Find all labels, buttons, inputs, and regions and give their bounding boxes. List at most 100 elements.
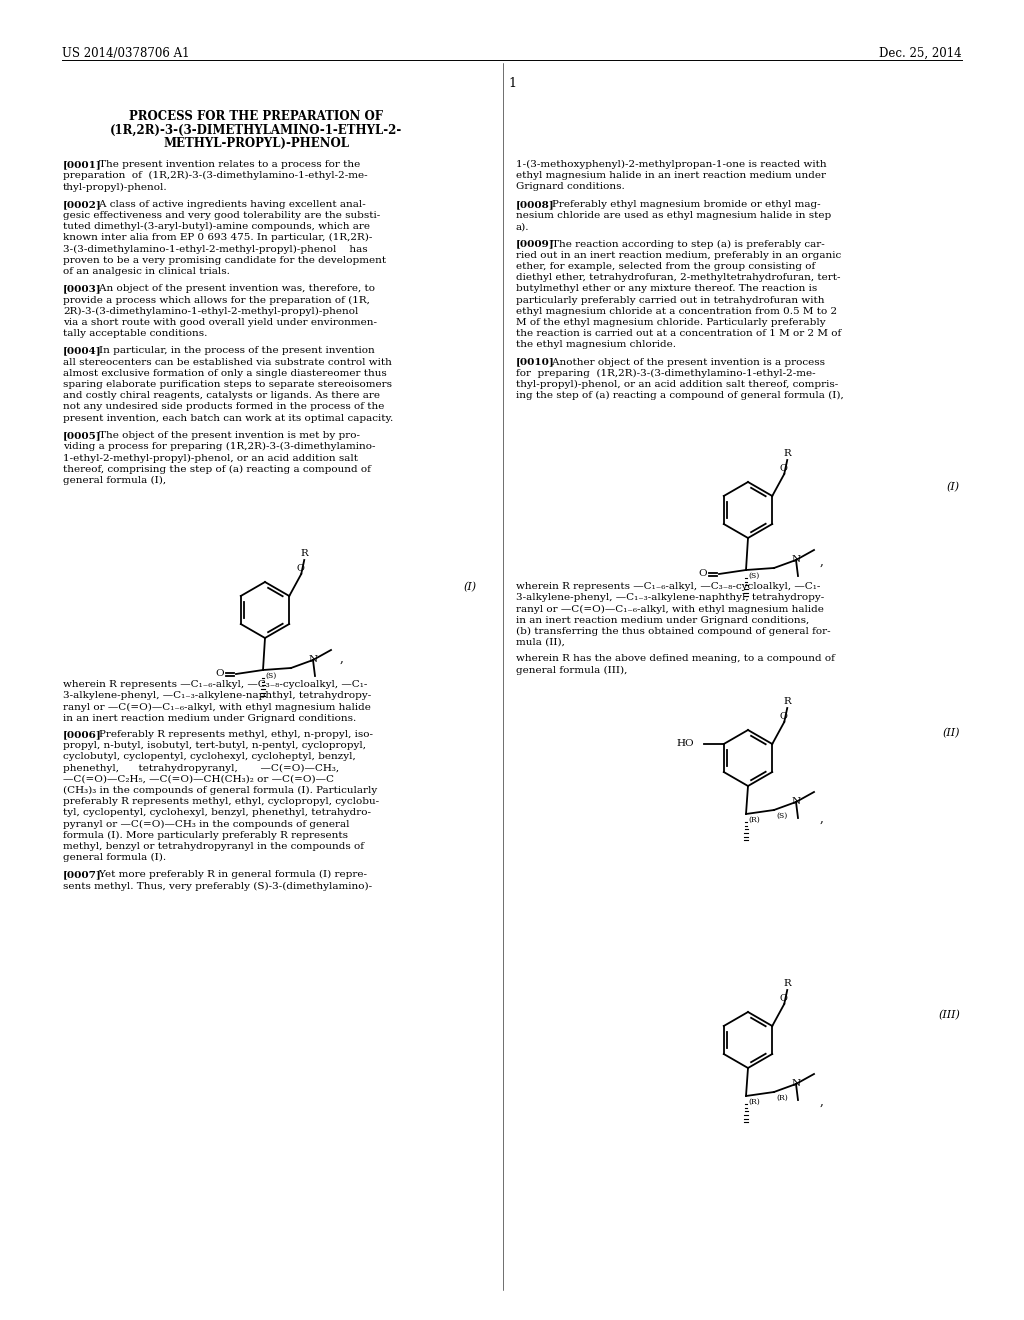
Text: ried out in an inert reaction medium, preferably in an organic: ried out in an inert reaction medium, pr… — [516, 251, 842, 260]
Text: wherein R represents —C₁₋₆-alkyl, —C₃₋₈-cycloalkyl, —C₁-: wherein R represents —C₁₋₆-alkyl, —C₃₋₈-… — [63, 680, 368, 689]
Text: The reaction according to step (a) is preferably car-: The reaction according to step (a) is pr… — [539, 239, 824, 248]
Text: methyl, benzyl or tetrahydropyranyl in the compounds of: methyl, benzyl or tetrahydropyranyl in t… — [63, 842, 364, 851]
Text: R: R — [300, 549, 308, 558]
Text: (S): (S) — [776, 812, 787, 820]
Text: R: R — [783, 697, 792, 706]
Text: Preferably ethyl magnesium bromide or ethyl mag-: Preferably ethyl magnesium bromide or et… — [539, 199, 820, 209]
Text: viding a process for preparing (1R,2R)-3-(3-dimethylamino-: viding a process for preparing (1R,2R)-3… — [63, 442, 376, 451]
Text: mula (II),: mula (II), — [516, 638, 565, 647]
Text: ing the step of (a) reacting a compound of general formula (I),: ing the step of (a) reacting a compound … — [516, 391, 844, 400]
Text: of an analgesic in clinical trials.: of an analgesic in clinical trials. — [63, 267, 229, 276]
Text: pyranyl or —C(=O)—CH₃ in the compounds of general: pyranyl or —C(=O)—CH₃ in the compounds o… — [63, 820, 349, 829]
Text: (R): (R) — [748, 816, 760, 824]
Text: (R): (R) — [776, 1094, 787, 1102]
Text: (I): (I) — [464, 582, 477, 593]
Text: Yet more preferably R in general formula (I) repre-: Yet more preferably R in general formula… — [86, 870, 367, 879]
Text: general formula (I).: general formula (I). — [63, 853, 166, 862]
Text: PROCESS FOR THE PREPARATION OF: PROCESS FOR THE PREPARATION OF — [129, 110, 383, 123]
Text: An object of the present invention was, therefore, to: An object of the present invention was, … — [86, 284, 375, 293]
Text: ,: , — [820, 812, 824, 825]
Text: ether, for example, selected from the group consisting of: ether, for example, selected from the gr… — [516, 261, 815, 271]
Text: 3-(3-dimethylamino-1-ethyl-2-methyl-propyl)-phenol    has: 3-(3-dimethylamino-1-ethyl-2-methyl-prop… — [63, 244, 368, 253]
Text: (S): (S) — [265, 672, 276, 680]
Text: a).: a). — [516, 222, 529, 231]
Text: A class of active ingredients having excellent anal-: A class of active ingredients having exc… — [86, 199, 366, 209]
Text: [0001]: [0001] — [63, 160, 101, 169]
Text: tuted dimethyl-(3-aryl-butyl)-amine compounds, which are: tuted dimethyl-(3-aryl-butyl)-amine comp… — [63, 222, 370, 231]
Text: 1-ethyl-2-methyl-propyl)-phenol, or an acid addition salt: 1-ethyl-2-methyl-propyl)-phenol, or an a… — [63, 454, 358, 462]
Text: 1: 1 — [508, 77, 516, 90]
Text: (II): (II) — [942, 729, 961, 738]
Text: tyl, cyclopentyl, cyclohexyl, benzyl, phenethyl, tetrahydro-: tyl, cyclopentyl, cyclohexyl, benzyl, ph… — [63, 808, 371, 817]
Text: M of the ethyl magnesium chloride. Particularly preferably: M of the ethyl magnesium chloride. Parti… — [516, 318, 825, 327]
Text: [0006]: [0006] — [63, 730, 101, 739]
Text: nesium chloride are used as ethyl magnesium halide in step: nesium chloride are used as ethyl magnes… — [516, 211, 831, 220]
Text: general formula (III),: general formula (III), — [516, 665, 628, 675]
Text: general formula (I),: general formula (I), — [63, 475, 166, 484]
Text: N: N — [792, 1080, 801, 1089]
Text: not any undesired side products formed in the process of the: not any undesired side products formed i… — [63, 403, 384, 412]
Text: ,: , — [820, 554, 824, 568]
Text: R: R — [783, 449, 792, 458]
Text: 1-(3-methoxyphenyl)-2-methylpropan-1-one is reacted with: 1-(3-methoxyphenyl)-2-methylpropan-1-one… — [516, 160, 826, 169]
Text: ranyl or —C(=O)—C₁₋₆-alkyl, with ethyl magnesium halide: ranyl or —C(=O)—C₁₋₆-alkyl, with ethyl m… — [63, 702, 371, 711]
Text: ,: , — [820, 1096, 824, 1107]
Text: [0010]: [0010] — [516, 358, 555, 367]
Text: the ethyl magnesium chloride.: the ethyl magnesium chloride. — [516, 341, 676, 350]
Text: [0005]: [0005] — [63, 432, 101, 440]
Text: 3-alkylene-phenyl, —C₁₋₃-alkylene-naphthyl, tetrahydropy-: 3-alkylene-phenyl, —C₁₋₃-alkylene-naphth… — [63, 692, 372, 700]
Text: R: R — [783, 979, 792, 987]
Text: METHYL-PROPYL)-PHENOL: METHYL-PROPYL)-PHENOL — [163, 137, 349, 150]
Text: formula (I). More particularly preferably R represents: formula (I). More particularly preferabl… — [63, 830, 348, 840]
Text: Dec. 25, 2014: Dec. 25, 2014 — [880, 48, 962, 59]
Text: in an inert reaction medium under Grignard conditions.: in an inert reaction medium under Grigna… — [63, 714, 356, 722]
Text: The object of the present invention is met by pro-: The object of the present invention is m… — [86, 432, 359, 440]
Text: 2R)-3-(3-dimethylamino-1-ethyl-2-methyl-propyl)-phenol: 2R)-3-(3-dimethylamino-1-ethyl-2-methyl-… — [63, 306, 358, 315]
Text: sents methyl. Thus, very preferably (S)-3-(dimethylamino)-: sents methyl. Thus, very preferably (S)-… — [63, 882, 372, 891]
Text: HO: HO — [676, 739, 693, 748]
Text: ,: , — [340, 652, 344, 665]
Text: propyl, n-butyl, isobutyl, tert-butyl, n-pentyl, cyclopropyl,: propyl, n-butyl, isobutyl, tert-butyl, n… — [63, 741, 366, 750]
Text: [0002]: [0002] — [63, 199, 101, 209]
Text: sparing elaborate purification steps to separate stereoisomers: sparing elaborate purification steps to … — [63, 380, 392, 389]
Text: (b) transferring the thus obtained compound of general for-: (b) transferring the thus obtained compo… — [516, 627, 830, 636]
Text: proven to be a very promising candidate for the development: proven to be a very promising candidate … — [63, 256, 386, 265]
Text: present invention, each batch can work at its optimal capacity.: present invention, each batch can work a… — [63, 413, 393, 422]
Text: provide a process which allows for the preparation of (1R,: provide a process which allows for the p… — [63, 296, 370, 305]
Text: N: N — [308, 656, 317, 664]
Text: [0009]: [0009] — [516, 239, 555, 248]
Text: phenethyl,      tetrahydropyranyl,       —C(=O)—CH₃,: phenethyl, tetrahydropyranyl, —C(=O)—CH₃… — [63, 763, 339, 772]
Text: for  preparing  (1R,2R)-3-(3-dimethylamino-1-ethyl-2-me-: for preparing (1R,2R)-3-(3-dimethylamino… — [516, 368, 816, 378]
Text: (S): (S) — [748, 572, 759, 579]
Text: tally acceptable conditions.: tally acceptable conditions. — [63, 329, 208, 338]
Text: thyl-propyl)-phenol, or an acid addition salt thereof, compris-: thyl-propyl)-phenol, or an acid addition… — [516, 380, 839, 389]
Text: O: O — [698, 569, 708, 578]
Text: O: O — [779, 994, 787, 1003]
Text: known inter alia from EP 0 693 475. In particular, (1R,2R)-: known inter alia from EP 0 693 475. In p… — [63, 234, 373, 243]
Text: [0003]: [0003] — [63, 284, 101, 293]
Text: (CH₃)₃ in the compounds of general formula (I). Particularly: (CH₃)₃ in the compounds of general formu… — [63, 785, 377, 795]
Text: gesic effectiveness and very good tolerability are the substi-: gesic effectiveness and very good tolera… — [63, 211, 380, 220]
Text: ethyl magnesium halide in an inert reaction medium under: ethyl magnesium halide in an inert react… — [516, 172, 826, 181]
Text: (III): (III) — [938, 1010, 961, 1020]
Text: O: O — [296, 564, 304, 573]
Text: 3-alkylene-phenyl, —C₁₋₃-alkylene-naphthyl, tetrahydropy-: 3-alkylene-phenyl, —C₁₋₃-alkylene-naphth… — [516, 593, 824, 602]
Text: N: N — [792, 556, 801, 565]
Text: preferably R represents methyl, ethyl, cyclopropyl, cyclobu-: preferably R represents methyl, ethyl, c… — [63, 797, 379, 807]
Text: almost exclusive formation of only a single diastereomer thus: almost exclusive formation of only a sin… — [63, 368, 387, 378]
Text: butylmethyl ether or any mixture thereof. The reaction is: butylmethyl ether or any mixture thereof… — [516, 284, 817, 293]
Text: (1R,2R)-3-(3-DIMETHYLAMINO-1-ETHYL-2-: (1R,2R)-3-(3-DIMETHYLAMINO-1-ETHYL-2- — [110, 124, 402, 136]
Text: via a short route with good overall yield under environmen-: via a short route with good overall yiel… — [63, 318, 377, 327]
Text: particularly preferably carried out in tetrahydrofuran with: particularly preferably carried out in t… — [516, 296, 824, 305]
Text: Preferably R represents methyl, ethyl, n-propyl, iso-: Preferably R represents methyl, ethyl, n… — [86, 730, 373, 739]
Text: all stereocenters can be established via substrate control with: all stereocenters can be established via… — [63, 358, 392, 367]
Text: in an inert reaction medium under Grignard conditions,: in an inert reaction medium under Grigna… — [516, 615, 809, 624]
Text: —C(=O)—C₂H₅, —C(=O)—CH(CH₃)₂ or —C(=O)—C: —C(=O)—C₂H₅, —C(=O)—CH(CH₃)₂ or —C(=O)—C — [63, 775, 334, 784]
Text: wherein R represents —C₁₋₆-alkyl, —C₃₋₈-cycloalkyl, —C₁-: wherein R represents —C₁₋₆-alkyl, —C₃₋₈-… — [516, 582, 820, 591]
Text: N: N — [792, 797, 801, 807]
Text: O: O — [779, 711, 787, 721]
Text: Grignard conditions.: Grignard conditions. — [516, 182, 625, 191]
Text: US 2014/0378706 A1: US 2014/0378706 A1 — [62, 48, 189, 59]
Text: [0004]: [0004] — [63, 346, 101, 355]
Text: wherein R has the above defined meaning, to a compound of: wherein R has the above defined meaning,… — [516, 655, 835, 663]
